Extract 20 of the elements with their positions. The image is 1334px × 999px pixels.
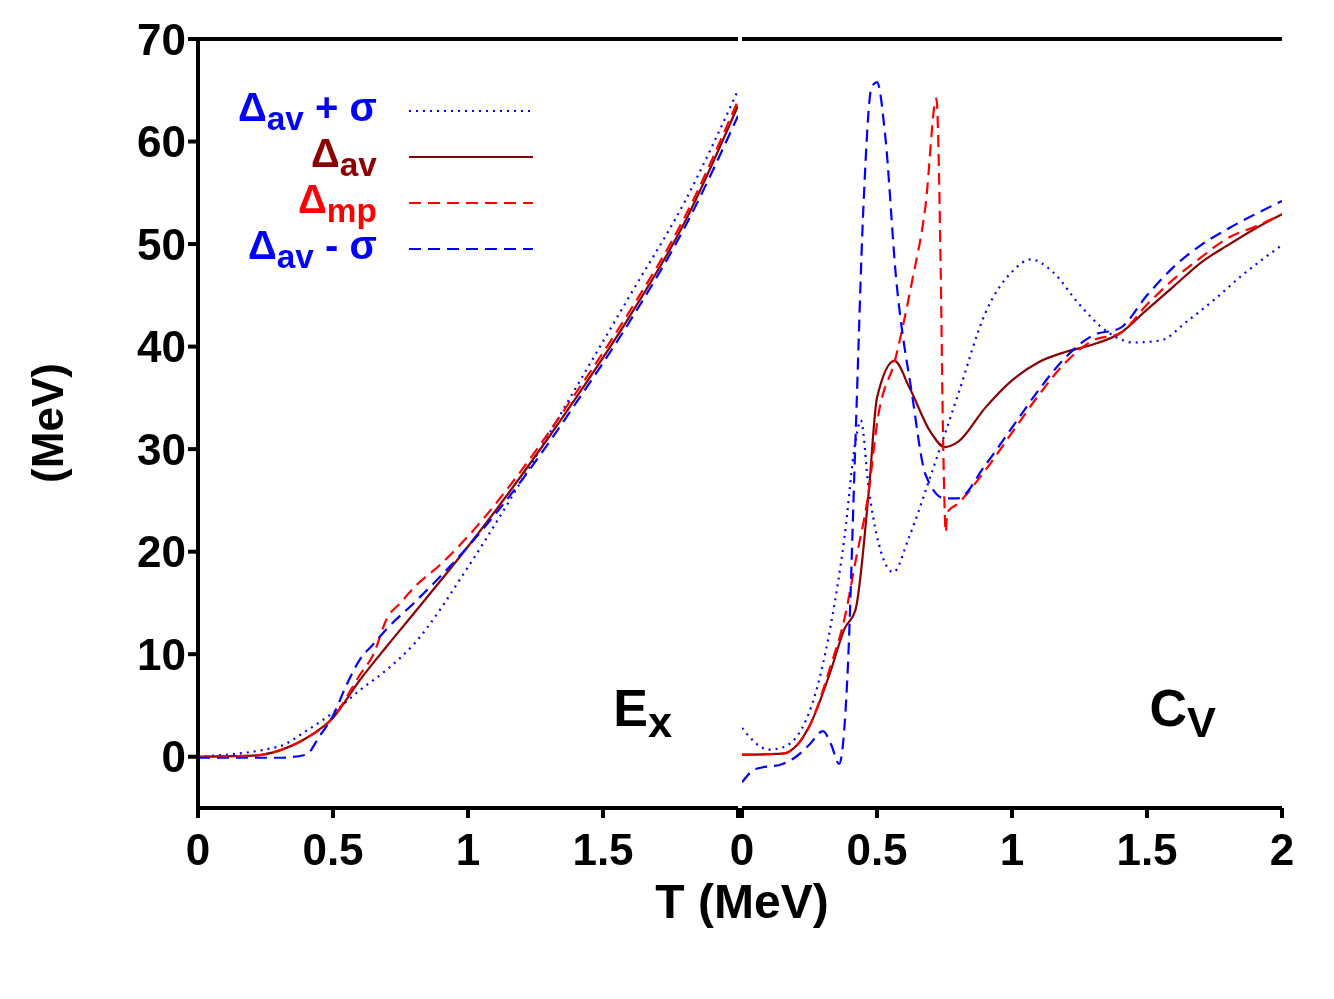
x-tick-label: 1	[999, 825, 1025, 875]
y-tick-label: 50	[137, 219, 186, 269]
y-tick-label: 40	[137, 322, 186, 372]
x-tick-label: 1.5	[1116, 825, 1178, 875]
x-tick-label: 1	[455, 825, 481, 875]
x-tick-label: 1.5	[572, 825, 634, 875]
y-tick-label: 0	[161, 732, 186, 782]
annotation: C$_{V}$	[1149, 678, 1216, 748]
x-tick-label: 0.5	[846, 825, 908, 875]
y-tick-label: 60	[137, 117, 186, 167]
x-tick-label: 0	[729, 825, 755, 875]
y-tick-label: 20	[137, 527, 186, 577]
y-axis-title: (MeV)	[23, 363, 73, 483]
annotation: E$_{x}$	[613, 678, 672, 748]
y-tick-label: 10	[137, 629, 186, 679]
x-axis-title: T (MeV)	[654, 874, 830, 929]
y-tick-label: 70	[137, 14, 186, 64]
x-tick-label: 2	[1269, 825, 1295, 875]
y-tick-label: 30	[137, 424, 186, 474]
x-tick-label: 0.5	[302, 825, 364, 875]
